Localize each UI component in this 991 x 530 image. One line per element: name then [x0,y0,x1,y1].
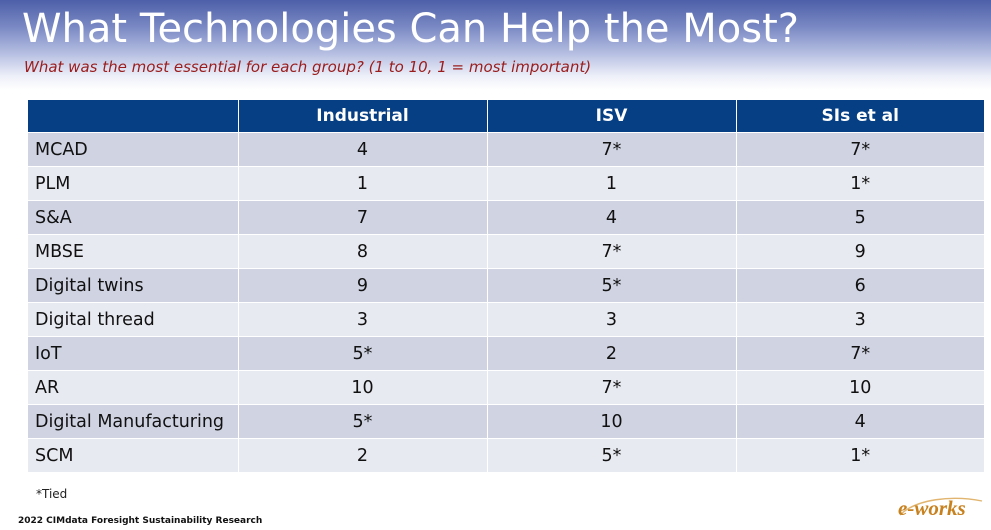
table-header-row: Industrial ISV SIs et al [28,100,984,133]
header-sis: SIs et al [736,100,984,133]
industrial-rank: 3 [238,302,488,337]
sis-rank: 7* [736,336,984,371]
slide-subtitle: What was the most essential for each gro… [24,58,592,76]
sis-rank: 10 [736,370,984,405]
table-row: Digital Manufacturing 5* 10 4 [28,404,984,439]
industrial-rank: 7 [238,200,488,235]
industrial-rank: 8 [238,234,488,269]
title-banner: What Technologies Can Help the Most? Wha… [0,0,991,90]
sis-rank: 1* [736,438,984,472]
sis-rank: 7* [736,132,984,167]
table-row: MBSE 8 7* 9 [28,234,984,269]
row-label: Digital twins [28,268,239,303]
row-label: PLM [28,166,239,201]
sis-rank: 9 [736,234,984,269]
source-caption: 2022 CIMdata Foresight Sustainability Re… [18,516,263,526]
table-row: AR 10 7* 10 [28,370,984,405]
isv-rank: 3 [487,302,737,337]
table-row: Digital twins 9 5* 6 [28,268,984,303]
ranking-table: Industrial ISV SIs et al MCAD 4 7* 7* PL… [28,100,984,472]
table-row: MCAD 4 7* 7* [28,132,984,167]
logo-wordmark: e-works [898,496,966,520]
isv-rank: 5* [487,438,737,472]
sis-rank: 3 [736,302,984,337]
isv-rank: 5* [487,268,737,303]
industrial-rank: 9 [238,268,488,303]
industrial-rank: 10 [238,370,488,405]
table-row: S&A 7 4 5 [28,200,984,235]
industrial-rank: 5* [238,336,488,371]
table-row: SCM 2 5* 1* [28,438,984,472]
sis-rank: 5 [736,200,984,235]
header-isv: ISV [487,100,737,133]
table-row: PLM 1 1 1* [28,166,984,201]
sis-rank: 6 [736,268,984,303]
row-label: Digital Manufacturing [28,404,239,439]
isv-rank: 7* [487,132,737,167]
industrial-rank: 2 [238,438,488,472]
row-label: AR [28,370,239,405]
isv-rank: 7* [487,370,737,405]
industrial-rank: 1 [238,166,488,201]
row-label: MCAD [28,132,239,167]
row-label: Digital thread [28,302,239,337]
sis-rank: 4 [736,404,984,439]
isv-rank: 10 [487,404,737,439]
slide-title: What Technologies Can Help the Most? [22,6,799,52]
header-empty [28,100,239,133]
isv-rank: 4 [487,200,737,235]
industrial-rank: 4 [238,132,488,167]
isv-rank: 2 [487,336,737,371]
sis-rank: 1* [736,166,984,201]
tied-footnote: *Tied [36,487,68,501]
industrial-rank: 5* [238,404,488,439]
row-label: S&A [28,200,239,235]
table-row: Digital thread 3 3 3 [28,302,984,337]
isv-rank: 1 [487,166,737,201]
row-label: SCM [28,438,239,472]
table-row: IoT 5* 2 7* [28,336,984,371]
row-label: MBSE [28,234,239,269]
row-label: IoT [28,336,239,371]
eworks-logo: e-works [898,496,983,520]
isv-rank: 7* [487,234,737,269]
header-industrial: Industrial [238,100,488,133]
